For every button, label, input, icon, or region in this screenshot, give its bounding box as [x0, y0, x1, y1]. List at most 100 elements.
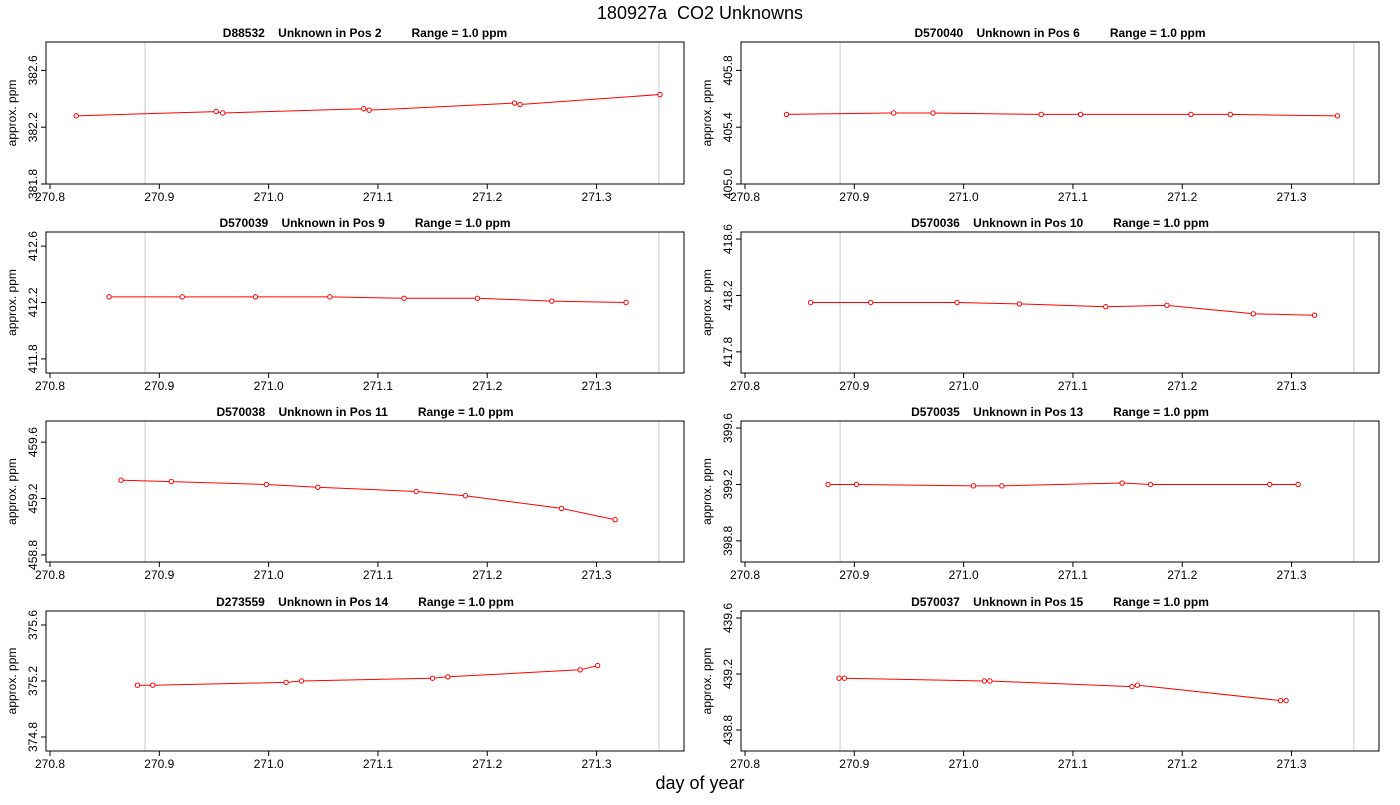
data-point: [999, 483, 1005, 489]
data-point: [106, 294, 112, 300]
x-tick-label: 271.0: [949, 568, 979, 582]
data-point: [1188, 111, 1194, 118]
panel-2: D570040 Unknown in Pos 6 Range = 1.0 ppm…: [700, 26, 1380, 204]
y-tick-label: 459.2: [26, 483, 40, 513]
y-tick-label: 399.2: [721, 469, 735, 499]
data-point: [1038, 111, 1044, 118]
series-line: [839, 677, 1287, 702]
series-line: [786, 112, 1338, 117]
plot-frame: [45, 41, 685, 185]
x-tick-label: 271.1: [1058, 190, 1088, 204]
data-point: [890, 110, 897, 116]
series-line: [810, 302, 1315, 316]
series-line: [76, 94, 660, 117]
x-tick-label: 271.1: [1058, 757, 1088, 771]
x-tick-label: 270.9: [144, 379, 174, 393]
series-line: [109, 296, 627, 303]
data-point: [1227, 111, 1234, 118]
data-point: [841, 675, 848, 681]
data-point: [1283, 697, 1289, 704]
data-point: [327, 294, 333, 300]
x-tick-label: 271.1: [1058, 379, 1088, 393]
y-axis-label: approx. ppm: [700, 648, 714, 715]
plot-frame: [45, 420, 685, 563]
x-tick-label: 271.2: [472, 568, 502, 582]
x-tick-label: 270.9: [839, 757, 869, 771]
x-tick-label: 271.1: [363, 568, 393, 582]
data-point: [413, 488, 419, 495]
panel-4: D570036 Unknown in Pos 10 Range = 1.0 pp…: [700, 216, 1380, 393]
data-point: [1277, 697, 1284, 704]
y-axis-label: approx. ppm: [5, 458, 19, 525]
data-point: [1164, 302, 1170, 309]
x-tick-label: 271.2: [1167, 379, 1197, 393]
data-point: [954, 299, 960, 306]
data-point: [263, 481, 270, 488]
plot-frame: [45, 610, 685, 752]
y-tick-label: 458.8: [26, 540, 40, 570]
data-point: [150, 682, 156, 688]
x-tick-label: 270.8: [730, 190, 760, 204]
data-point: [1103, 304, 1109, 310]
x-tick-label: 270.9: [839, 190, 869, 204]
x-tick-label: 270.8: [35, 190, 65, 204]
plot-frame: [740, 41, 1380, 185]
x-tick-label: 270.9: [839, 379, 869, 393]
data-point: [511, 100, 518, 106]
data-point: [783, 111, 790, 118]
data-point: [134, 682, 141, 688]
series-line: [137, 665, 598, 686]
data-point: [1266, 481, 1273, 488]
y-axis-label: approx. ppm: [5, 648, 19, 715]
x-tick-label: 271.2: [472, 190, 502, 204]
x-tick-label: 271.2: [472, 379, 502, 393]
y-tick-label: 382.6: [26, 55, 40, 85]
data-point: [836, 675, 842, 681]
data-point: [612, 517, 618, 523]
panel-3: D570039 Unknown in Pos 9 Range = 1.0 ppm…: [5, 216, 685, 393]
data-point: [853, 481, 860, 488]
y-tick-label: 438.8: [721, 715, 735, 745]
x-tick-label: 271.1: [363, 757, 393, 771]
x-tick-label: 270.8: [35, 568, 65, 582]
y-tick-label: 399.6: [721, 413, 735, 443]
x-tick-label: 271.1: [363, 190, 393, 204]
data-point: [168, 478, 175, 485]
data-point: [657, 91, 663, 98]
y-tick-label: 459.6: [26, 427, 40, 457]
y-tick-label: 418.6: [721, 224, 735, 254]
y-tick-label: 382.2: [26, 112, 40, 142]
x-tick-label: 271.2: [472, 757, 502, 771]
data-point: [868, 299, 874, 306]
y-tick-label: 374.8: [26, 722, 40, 752]
y-tick-label: 405.4: [721, 112, 735, 142]
x-tick-label: 271.3: [582, 757, 612, 771]
y-tick-label: 375.2: [26, 666, 40, 696]
panel-title: D88532 Unknown in Pos 2 Range = 1.0 ppm: [223, 26, 507, 40]
y-tick-label: 439.2: [721, 659, 735, 689]
x-tick-label: 271.2: [1167, 568, 1197, 582]
x-tick-label: 271.0: [254, 757, 284, 771]
data-point: [252, 294, 259, 300]
data-point: [283, 679, 289, 686]
x-tick-label: 270.8: [35, 757, 65, 771]
plot-frame: [740, 231, 1380, 374]
data-point: [474, 295, 481, 301]
panel-title: D570038 Unknown in Pos 11 Range = 1.0 pp…: [216, 405, 513, 419]
y-axis-label: approx. ppm: [700, 458, 714, 525]
x-tick-label: 271.0: [949, 757, 979, 771]
data-point: [807, 299, 814, 306]
x-tick-label: 271.3: [582, 379, 612, 393]
y-axis-label: approx. ppm: [5, 80, 19, 147]
data-point: [366, 107, 372, 113]
data-point: [1119, 480, 1125, 486]
y-tick-label: 412.6: [26, 231, 40, 261]
panel-title: D570040 Unknown in Pos 6 Range = 1.0 ppm: [914, 26, 1205, 40]
y-tick-label: 418.2: [721, 280, 735, 310]
x-tick-label: 270.8: [730, 379, 760, 393]
data-point: [577, 667, 583, 673]
plot-frame: [740, 610, 1380, 752]
data-point: [401, 295, 407, 301]
y-tick-label: 411.8: [26, 344, 40, 373]
